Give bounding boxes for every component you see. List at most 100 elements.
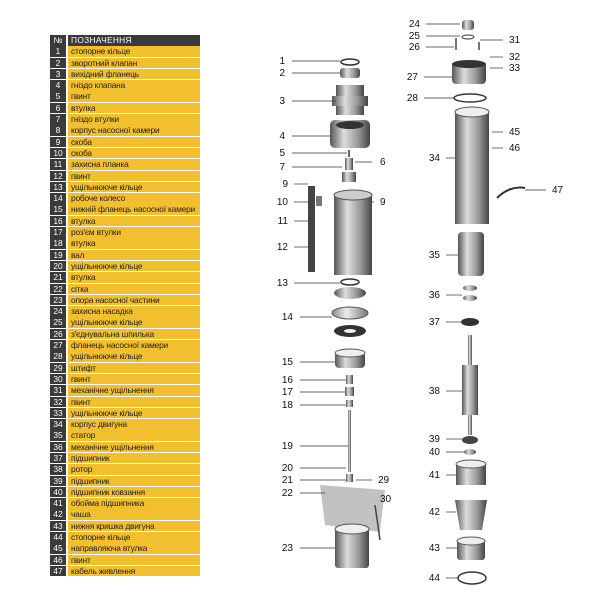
legend-num: 17 [50,227,66,238]
legend-label: ущільнююче кільце [68,317,200,328]
legend-num: 14 [50,193,66,204]
legend-num: 45 [50,543,66,554]
legend-row: 20 ущільнююче кільце [50,260,200,272]
callout-number: 3 [279,96,285,107]
legend-row: 31 механічне ущільнення [50,385,200,396]
callout-number: 21 [282,475,294,486]
legend-label: втулка [68,215,200,227]
legend-row: 40 підшипник ковзання [50,486,200,498]
legend-num: 20 [50,260,66,272]
legend-num: 28 [50,351,66,362]
callout-number: 32 [509,52,521,63]
legend-label: зворотний клапан [68,57,200,69]
legend-row: 3 вихідний фланець [50,68,200,80]
legend-label: ущільнююче кільце [68,260,200,272]
legend-header: № ПОЗНАЧЕННЯ [50,35,200,46]
legend-row: 5 гвинт [50,91,200,102]
parts-legend-table: № ПОЗНАЧЕННЯ 1 стопорне кільце 2 зворотний … [50,35,200,577]
legend-row: 44 стопорне кільце [50,532,200,543]
callout-number: 11 [278,216,289,227]
legend-label: стопорне кільце [68,46,200,57]
legend-label: гніздо клапана [68,80,200,91]
legend-label: ущільнююче кільце [68,181,200,193]
legend-label: скоба [68,136,200,148]
callout-number: 46 [509,143,521,154]
legend-label: захисна планка [68,159,200,170]
callout-number: 24 [409,19,421,30]
callout-number: 43 [429,543,441,554]
legend-row: 11 захисна планка [50,159,200,170]
callout-number: 6 [380,157,386,168]
legend-row: 35 статор [50,430,200,441]
legend-num: 44 [50,532,66,543]
callout-number: 31 [509,35,521,46]
callout-number: 34 [429,153,441,164]
callout-number: 38 [429,386,441,397]
callout-number: 13 [277,278,289,289]
legend-num: 27 [50,340,66,351]
legend-num: 8 [50,125,66,136]
legend-row: 29 штифт [50,362,200,374]
legend-label: гвинт [68,170,200,182]
legend-label: гвинт [68,91,200,102]
legend-label: гвинт [68,396,200,407]
callout-number: 19 [282,441,294,452]
callout-number: 10 [277,197,289,208]
callout-number: 39 [429,434,441,445]
legend-row: 43 нижня кришка двигуна [50,520,200,532]
legend-label: направляюча втулка [68,543,200,554]
callout-number: 14 [282,312,294,323]
callout-number: 9 [282,179,288,190]
legend-row: 17 роз'єм втулки [50,227,200,238]
legend-row: 6 втулка [50,102,200,114]
legend-label: втулка [68,102,200,114]
legend-row: 34 корпус двигуна [50,419,200,430]
legend-label: корпус двигуна [68,419,200,430]
legend-row: 7 гніздо втулки [50,114,200,125]
legend-label: нижній фланець насосної камери [68,204,200,215]
legend-label: підшипник [68,452,200,464]
legend-row: 37 підшипник [50,452,200,464]
legend-num: 4 [50,80,66,91]
legend-row: 10 скоба [50,147,200,159]
motor-parts [452,20,526,585]
legend-row: 12 гвинт [50,170,200,182]
legend-num: 22 [50,283,66,295]
legend-label: захисна насадка [68,306,200,317]
callout-number: 4 [279,131,285,142]
legend-label: гніздо втулки [68,114,200,125]
legend-num: 39 [50,475,66,487]
legend-num: 33 [50,407,66,419]
legend-row: 24 захисна насадка [50,306,200,317]
legend-label: вихідний фланець [68,68,200,80]
legend-num: 40 [50,486,66,498]
callout-number: 9 [380,197,386,208]
legend-label: ротор [68,464,200,475]
legend-num: 47 [50,565,66,577]
legend-num: 46 [50,554,66,566]
legend-num: 6 [50,102,66,114]
callout-number: 33 [509,63,521,74]
legend-row: 19 вал [50,249,200,261]
legend-num: 19 [50,249,66,261]
legend-num: 30 [50,373,66,385]
legend-num: 21 [50,272,66,283]
legend-num: 12 [50,170,66,182]
legend-row: 23 опора насосної частини [50,294,200,306]
legend-row: 18 втулка [50,238,200,249]
callout-number: 7 [279,162,285,173]
legend-label: гвинт [68,554,200,566]
legend-row: 13 ущільнююче кільце [50,181,200,193]
legend-num: 15 [50,204,66,215]
legend-label: механічне ущільнення [68,385,200,396]
callout-number: 27 [407,72,419,83]
legend-label: штифт [68,362,200,374]
legend-row: 8 корпус насосної камери [50,125,200,136]
legend-num: 32 [50,396,66,407]
legend-row: 1 стопорне кільце [50,46,200,57]
legend-row: 36 механічне ущільнення [50,441,200,453]
callout-number: 18 [282,400,294,411]
callout-number: 45 [509,127,521,138]
legend-label: з'єднувальна шпилька [68,328,200,340]
